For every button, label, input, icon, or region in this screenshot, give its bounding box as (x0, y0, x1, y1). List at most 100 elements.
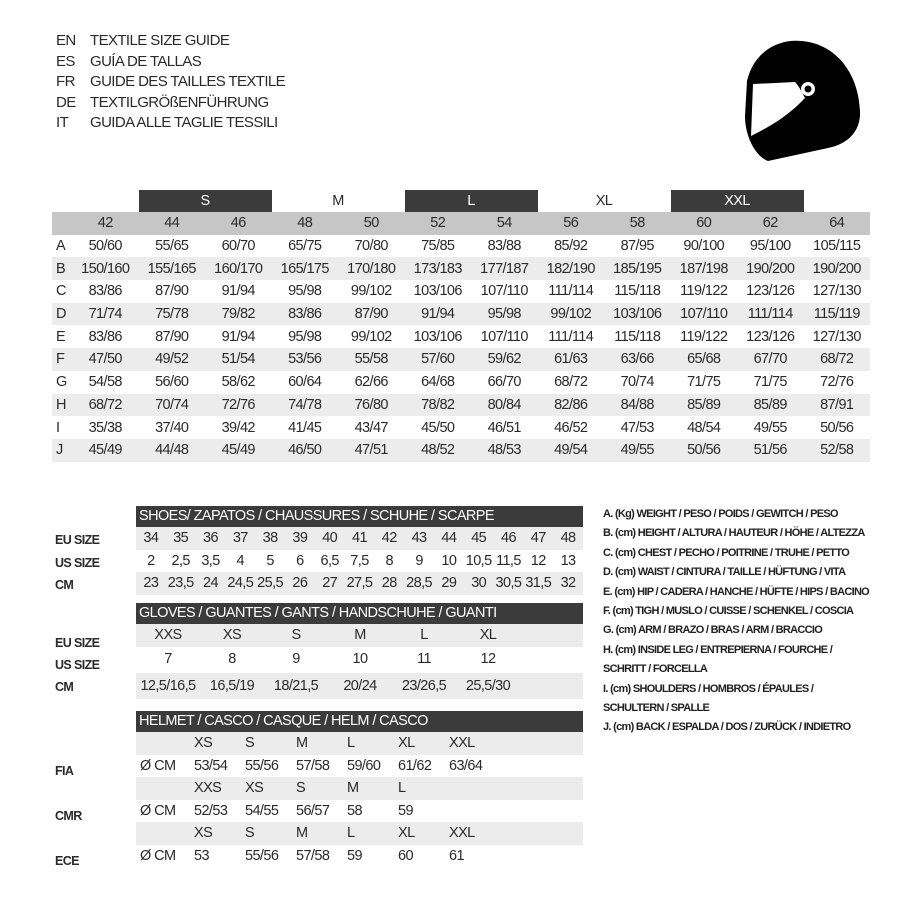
table-cell: 87/90 (155, 328, 189, 345)
shoe-cell: 9 (415, 552, 423, 569)
table-cell: 72/76 (221, 396, 256, 413)
number-size-row: 42 44 46 48 50 52 54 56 58 60 62 64 (52, 212, 870, 235)
shoe-cell: 32 (560, 575, 577, 592)
table-cell: 51/56 (753, 442, 788, 459)
row-label: G (56, 374, 67, 391)
measurement-legend: A. (Kg) WEIGHT / PESO / POIDS / GEWITCH … (603, 505, 870, 738)
shoes-section: SHOES/ ZAPATOS / CHAUSSURES / SCHUHE / S… (136, 506, 583, 595)
glove-cell: 20/24 (343, 677, 377, 694)
row-label: D (56, 306, 66, 323)
helmet-size: S (245, 825, 255, 842)
title-row: DE TEXTILGRÖßENFÜHRUNG (56, 93, 285, 114)
glove-cell: M (354, 627, 366, 644)
table-row: A 50/60 55/65 60/70 65/75 70/80 75/85 83/88 85/9… (52, 235, 870, 258)
legend-line: D. (cm) WAIST / CINTURA / TAILLE / HÜFTU… (603, 566, 846, 579)
table-row: C 83/86 87/90 91/94 95/98 99/102 103/106 107/11… (52, 280, 870, 303)
row-label: I (56, 419, 60, 436)
unit-label: Ø CM (140, 847, 176, 864)
gloves-eu-row: XXS XS S M L XL (136, 624, 583, 647)
table-cell: 45/50 (421, 419, 455, 436)
table-cell: 49/55 (753, 419, 788, 436)
shoes-cm-row: 23 23,5 24 24,5 25,5 26 27 27,5 28 28,5 29 30 30,5 31… (136, 572, 583, 595)
shoe-cell: 4 (236, 552, 245, 569)
table-cell: 91/94 (221, 328, 256, 345)
shoe-cell: 39 (292, 530, 308, 547)
table-cell: 60/64 (288, 374, 322, 391)
table-cell: 83/86 (88, 328, 123, 345)
table-cell: 190/200 (812, 260, 862, 277)
title-text: GUIDA ALLE TAGLIE TESSILI (90, 114, 278, 131)
helmet-size-row: XXS XS S M L (136, 777, 583, 800)
helmet-value: 59 (347, 847, 363, 864)
size-number: 46 (230, 215, 247, 232)
table-cell: 51/54 (221, 351, 256, 368)
shoe-cell: 38 (262, 530, 279, 547)
table-cell: 41/45 (288, 419, 322, 436)
size-number: 44 (164, 215, 180, 232)
glove-cell: 23/26,5 (401, 677, 447, 694)
shoe-cell: 23,5 (167, 575, 194, 592)
textile-size-table: S M L XL XXL 42 44 46 48 50 52 54 56 58 60 62 64 A 50/60… (52, 190, 870, 462)
table-cell: 84/88 (620, 396, 655, 413)
glove-cell: 10 (352, 650, 369, 667)
table-cell: 85/92 (554, 238, 588, 255)
row-label: F (56, 351, 65, 368)
table-cell: 119/122 (680, 283, 728, 300)
shoe-cell: 5 (266, 552, 274, 569)
size-number: 56 (563, 215, 579, 232)
helmet-value: 57/58 (296, 757, 330, 774)
helmet-value: 55/56 (245, 847, 279, 864)
table-cell: 55/65 (155, 238, 189, 255)
table-cell: 111/114 (548, 283, 594, 300)
table-cell: 65/68 (687, 351, 721, 368)
table-cell: 99/102 (550, 306, 592, 323)
letter-size-row: S M L XL XXL (52, 190, 870, 212)
legend-line: SCHRITT / FORCELLA (603, 663, 708, 676)
row-label: J (56, 442, 63, 459)
title-row: IT GUIDA ALLE TAGLIE TESSILI (56, 113, 285, 134)
language-code: IT (56, 114, 69, 131)
table-cell: 119/122 (680, 328, 728, 345)
helmet-value-row: Ø CM 53 55/56 57/58 59 60 61 (136, 845, 583, 868)
size-number: 62 (762, 215, 779, 232)
table-cell: 46/51 (487, 419, 522, 436)
language-code: FR (56, 73, 75, 90)
helmet-standard-label: CMR (55, 809, 82, 823)
shoe-cell: 37 (232, 530, 249, 547)
title-text: TEXTILGRÖßENFÜHRUNG (90, 93, 269, 111)
shoe-cell: 23 (143, 575, 159, 592)
table-row: H 68/72 70/74 72/76 74/78 76/80 78/82 80/84 82/8… (52, 393, 870, 417)
shoe-cell: 27 (322, 575, 338, 592)
table-cell: 39/42 (221, 419, 256, 436)
shoe-cell: 2,5 (171, 552, 191, 569)
table-cell: 155/165 (147, 260, 197, 277)
table-cell: 64/68 (421, 374, 455, 391)
size-number: 54 (496, 215, 513, 232)
shoes-cm-label: CM (55, 578, 74, 592)
legend-line: F. (cm) TIGH / MUSLO / CUISSE / SCHENKEL… (603, 605, 854, 618)
shoe-cell: 48 (560, 530, 577, 547)
table-cell: 99/102 (350, 283, 392, 300)
glove-cell: 12,5/16,5 (140, 677, 196, 694)
glove-cell: XS (222, 627, 242, 644)
shoe-cell: 30 (471, 575, 487, 592)
table-cell: 71/75 (753, 374, 788, 391)
shoe-cell: 45 (471, 530, 487, 547)
letter-size-xxl: XXL (670, 190, 804, 212)
table-cell: 87/91 (820, 396, 854, 413)
helmet-size: XXL (449, 825, 475, 842)
size-number: 60 (696, 215, 712, 232)
table-cell: 177/187 (480, 260, 529, 277)
helmet-value: 59 (398, 802, 414, 819)
glove-cell: 25,5/30 (465, 677, 511, 694)
table-cell: 43/47 (354, 419, 389, 436)
gloves-section: GLOVES / GUANTES / GANTS / HANDSCHUHE / … (136, 603, 583, 699)
title-list: EN TEXTILE SIZE GUIDE ES GUÍA DE TALLAS FR GU… (56, 31, 286, 134)
legend-line: B. (cm) HEIGHT / ALTURA / HAUTEUR / HÖHE… (603, 527, 865, 540)
helmet-size: XS (194, 735, 213, 752)
letter-size-xl: XL (595, 193, 613, 209)
helmet-size-row: XS S M L XL XXL (136, 732, 583, 755)
helmet-size: L (398, 780, 406, 797)
title-text: TEXTILE SIZE GUIDE (90, 32, 230, 49)
shoe-cell: 34 (143, 530, 159, 547)
